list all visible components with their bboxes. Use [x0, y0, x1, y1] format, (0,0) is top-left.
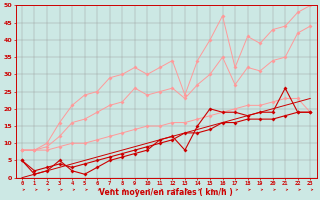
X-axis label: Vent moyen/en rafales ( km/h ): Vent moyen/en rafales ( km/h ) — [99, 188, 233, 197]
